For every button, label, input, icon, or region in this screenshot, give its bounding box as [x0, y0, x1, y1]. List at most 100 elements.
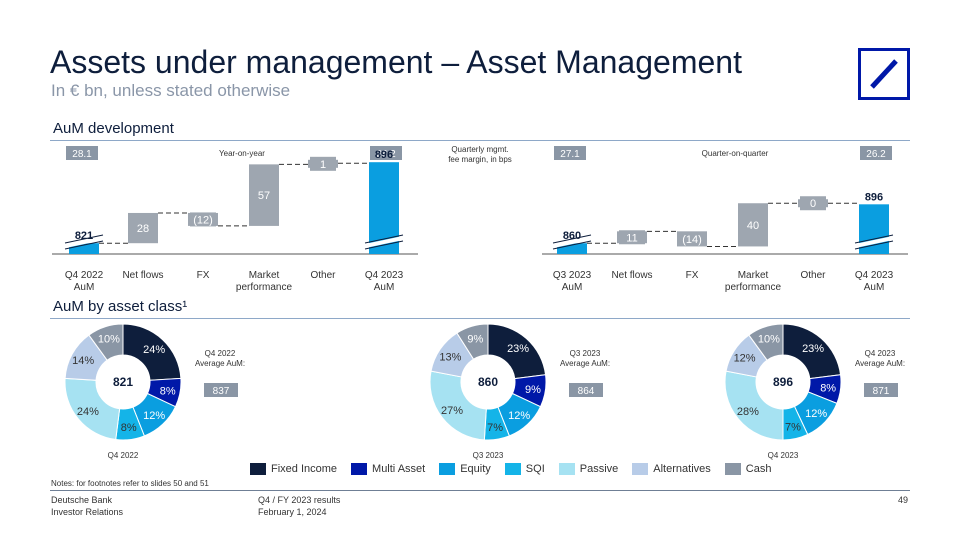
legend-swatch [439, 463, 456, 475]
data-label-bg [800, 196, 826, 211]
data-label: 821 [75, 230, 93, 242]
axis-break [364, 240, 404, 250]
chart-title: Year-on-year [219, 149, 265, 158]
slice-label: 23% [507, 343, 529, 355]
page-number: 49 [898, 495, 909, 505]
legend-swatch [250, 463, 266, 475]
legend-label: Equity [460, 463, 491, 475]
slice-label: 14% [72, 355, 94, 367]
bar [738, 203, 768, 247]
section-divider [50, 140, 910, 141]
category-label: Net flows [122, 270, 163, 281]
data-label: (14) [682, 234, 702, 246]
bar [69, 243, 99, 254]
legend-item: Passive [558, 463, 618, 475]
fee-margin-badge-value: 26.2 [866, 149, 886, 160]
average-aum-value: 837 [213, 386, 230, 397]
axis-break [64, 234, 104, 244]
legend-label: Multi Asset [372, 463, 426, 475]
slice-label: 9% [467, 333, 483, 345]
section-aum-development: AuM development [53, 120, 174, 137]
category-label: Market performance [725, 270, 782, 293]
fee-margin-badge [860, 146, 892, 160]
donut-slice [88, 323, 124, 361]
slice-label: 8% [820, 383, 836, 395]
data-label: 860 [563, 230, 581, 242]
data-label: 0 [810, 198, 816, 210]
legend-label: SQI [525, 463, 545, 475]
average-aum-badge [569, 383, 603, 397]
fee-margin-badge [554, 146, 586, 160]
donut-title: Q4 2022 [108, 451, 139, 460]
fee-margin-badge [66, 146, 98, 160]
average-aum-label: Q4 2023 Average AuM: [855, 349, 905, 368]
axis-break [64, 240, 104, 250]
bar [249, 164, 279, 226]
legend-swatch [351, 463, 368, 475]
data-label: 40 [747, 220, 759, 232]
donut-center-value: 896 [773, 375, 793, 389]
category-label: FX [686, 270, 699, 281]
slice-label: 27% [441, 405, 463, 417]
slice-label: 13% [439, 351, 461, 363]
slice-label: 23% [802, 343, 824, 355]
legend-item: Cash [724, 463, 772, 475]
slice-label: 24% [143, 344, 165, 356]
category-label: Net flows [611, 270, 652, 281]
category-label: FX [197, 270, 210, 281]
slice-label: 8% [160, 386, 176, 398]
donut-chart-q4-2022: 24% 8% 12% 8% 24% 14% 10% 821 Q4 2022 Q4 2022 Aver… [64, 323, 245, 460]
slice-label: 9% [525, 384, 541, 396]
page-subtitle: In € bn, unless stated otherwise [51, 81, 291, 100]
category-label: Other [800, 270, 826, 281]
bar [677, 231, 707, 247]
slice-label: 12% [508, 410, 530, 422]
donut-title: Q3 2023 [473, 451, 504, 460]
axis-break [64, 236, 104, 248]
fee-margin-badge-value: 26.2 [376, 149, 396, 160]
category-label: Q4 2022 AuM [65, 270, 104, 293]
axis-break [854, 234, 894, 244]
chart-title: Quarter-on-quarter [702, 149, 769, 158]
legend-swatch [632, 463, 649, 475]
legend-item: Alternatives [632, 463, 711, 475]
legend-item: SQI [504, 463, 545, 475]
legend-item: Fixed Income [250, 463, 337, 475]
average-aum-value: 871 [873, 386, 890, 397]
waterfall-chart-year-on-year: Year-on-year 28.1 26.2 821 Q4 2022 AuM 28 Net f… [52, 146, 418, 293]
legend-label: Cash [745, 463, 772, 475]
slice-label: 28% [737, 406, 759, 418]
data-label: 28 [137, 223, 149, 235]
legend-item: Multi Asset [351, 463, 425, 475]
slice-label: 12% [805, 408, 827, 420]
data-label: 57 [258, 190, 270, 202]
legend-swatch [558, 463, 575, 475]
slice-label: 24% [77, 406, 99, 418]
axis-break [552, 240, 592, 250]
slice-label: 12% [143, 410, 165, 422]
footer-divider [50, 490, 910, 491]
axis-break [552, 236, 592, 248]
fee-margin-label-text: Quarterly mgmt. fee margin, in bps [448, 145, 512, 164]
data-label: 11 [626, 232, 637, 244]
data-label-bg [619, 230, 645, 245]
deutsche-bank-logo [858, 48, 910, 100]
donut-slice [456, 323, 489, 360]
legend-item: Equity [439, 463, 491, 475]
axis-break [552, 234, 592, 244]
average-aum-badge [864, 383, 898, 397]
legend-swatch [724, 463, 741, 475]
data-label: (12) [193, 214, 213, 226]
asset-class-legend: Fixed Income Multi Asset Equity SQI Passive A… [250, 463, 785, 475]
page-title: Assets under management – Asset Manageme… [50, 44, 742, 80]
fee-margin-badge [370, 146, 402, 160]
category-label: Q4 2023 AuM [855, 270, 894, 293]
category-label: Q3 2023 AuM [553, 270, 592, 293]
average-aum-label: Q3 2023 Average AuM: [560, 349, 610, 368]
bar [859, 204, 889, 254]
category-label: Market performance [236, 270, 293, 293]
footer-date: February 1, 2024 [258, 507, 327, 517]
data-label: 1 [320, 159, 326, 171]
notes: Notes: for footnotes refer to slides 50 … [51, 479, 209, 488]
